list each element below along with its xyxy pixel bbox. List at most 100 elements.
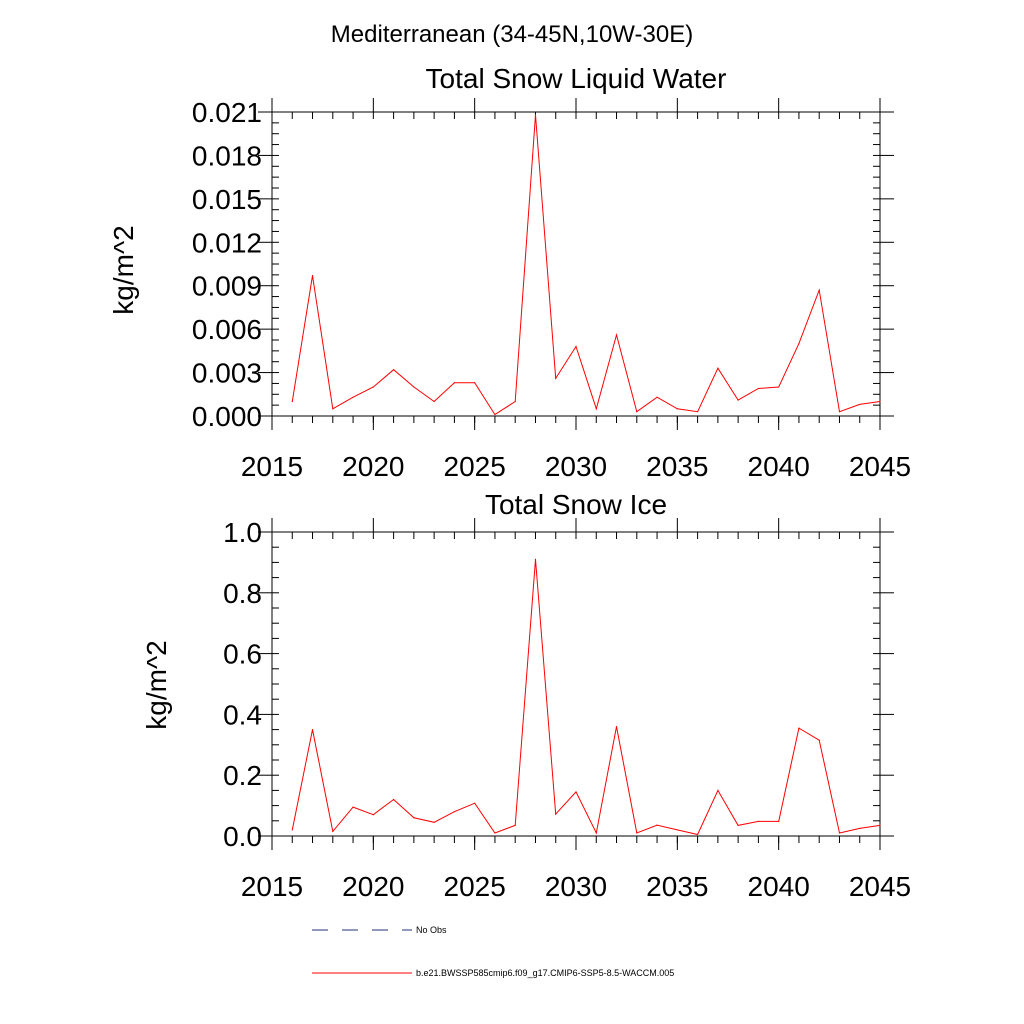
y-axis-label: kg/m^2 (108, 225, 139, 314)
series-line (291, 559, 881, 836)
data-point (352, 806, 354, 808)
legend-item-no-obs: No Obs (312, 925, 447, 935)
y-tick-label: 0.8 (223, 578, 262, 609)
data-point (676, 408, 678, 410)
panel-snow-liquid-water: Total Snow Liquid Water kg/m^2 0.000 0.00… (108, 63, 911, 482)
data-point (453, 811, 455, 813)
data-point (534, 558, 537, 560)
x-tick-label: 2025 (444, 451, 506, 482)
data-point (615, 334, 618, 336)
data-point (636, 832, 638, 834)
data-point (433, 400, 435, 403)
data-point (778, 386, 780, 388)
y-tick-label: 0.000 (192, 401, 262, 432)
data-point (697, 411, 699, 413)
legend-item-model-run: b.e21.BWSSP585cmip6.f09_g17.CMIP6-SSP5-8… (312, 968, 674, 978)
data-point (555, 377, 557, 379)
x-tick-label: 2040 (748, 871, 810, 902)
data-point (818, 739, 820, 741)
data-point (737, 399, 739, 401)
data-point (717, 367, 719, 369)
data-point (474, 382, 476, 384)
data-point (514, 824, 516, 826)
data-point (393, 369, 395, 371)
y-tick-label: 0.018 (192, 140, 262, 171)
data-point (615, 725, 618, 728)
panel-title: Total Snow Liquid Water (426, 63, 727, 94)
panel-snow-ice: Total Snow Ice kg/m^2 0.0 0.2 0.4 0.6 0.8 1.0… (141, 489, 911, 902)
data-point (372, 814, 374, 816)
data-point (838, 832, 841, 834)
x-tick-label: 2030 (545, 451, 607, 482)
data-point (757, 387, 760, 390)
data-point (757, 820, 760, 823)
y-tick-label: 0.4 (223, 699, 262, 730)
y-tick-label: 0.012 (192, 227, 262, 258)
data-point (413, 817, 415, 819)
panel-title: Total Snow Ice (485, 489, 667, 520)
plot-frame (271, 531, 881, 837)
y-tick-label: 0.015 (192, 184, 262, 215)
y-tick-label: 0.021 (192, 97, 262, 128)
x-tick-label: 2040 (748, 451, 810, 482)
x-tick-label: 2020 (342, 871, 404, 902)
data-point (332, 830, 334, 833)
x-tick-label: 2030 (545, 871, 607, 902)
y-tick-label: 0.003 (192, 358, 262, 389)
data-point (311, 274, 314, 277)
y-tick-label: 0.009 (192, 271, 262, 302)
data-point (595, 408, 597, 410)
y-tick-label: 1.0 (223, 517, 262, 548)
legend: No Obs b.e21.BWSSP585cmip6.f09_g17.CMIP6… (312, 925, 674, 978)
data-point (575, 791, 577, 793)
x-tick-label: 2015 (241, 451, 303, 482)
x-tick-label: 2035 (646, 451, 708, 482)
y-tick-label: 0.2 (223, 760, 262, 791)
data-point (494, 413, 496, 416)
data-point (818, 289, 820, 291)
y-tick-label: 0.006 (192, 314, 262, 345)
data-point (474, 802, 476, 804)
data-point (798, 343, 800, 345)
data-point (453, 382, 455, 384)
data-point (372, 386, 374, 388)
data-point (393, 798, 395, 801)
data-point (798, 727, 800, 729)
figure-suptitle: Mediterranean (34-45N,10W-30E) (331, 21, 693, 48)
data-point (575, 345, 577, 348)
y-axis-label: kg/m^2 (141, 640, 172, 729)
data-point (555, 813, 557, 815)
series-line (291, 114, 881, 416)
x-tick-label: 2015 (241, 871, 303, 902)
x-tick-label: 2045 (849, 451, 911, 482)
x-tick-label: 2035 (646, 871, 708, 902)
data-point (879, 400, 881, 403)
data-point (676, 829, 678, 831)
plot-frame (271, 111, 881, 417)
data-point (859, 827, 861, 830)
data-point (636, 411, 638, 413)
data-point (838, 411, 841, 413)
data-point (697, 833, 699, 836)
data-point (534, 114, 537, 116)
data-point (778, 820, 780, 823)
data-point (433, 821, 435, 823)
x-tick-label: 2025 (444, 871, 506, 902)
data-point (859, 403, 861, 406)
data-point (494, 832, 496, 834)
data-point (332, 408, 334, 410)
legend-label: b.e21.BWSSP585cmip6.f09_g17.CMIP6-SSP5-8… (416, 968, 674, 978)
data-point (413, 386, 415, 388)
data-point (879, 824, 881, 826)
data-point (717, 789, 719, 792)
data-point (311, 729, 314, 731)
y-tick-label: 0.0 (223, 821, 262, 852)
data-point (656, 396, 658, 398)
data-point (737, 824, 739, 826)
y-tick-label: 0.6 (223, 639, 262, 670)
legend-label: No Obs (416, 925, 447, 935)
x-tick-label: 2020 (342, 451, 404, 482)
data-point (656, 824, 658, 826)
data-point (291, 829, 293, 831)
data-point (595, 832, 597, 834)
